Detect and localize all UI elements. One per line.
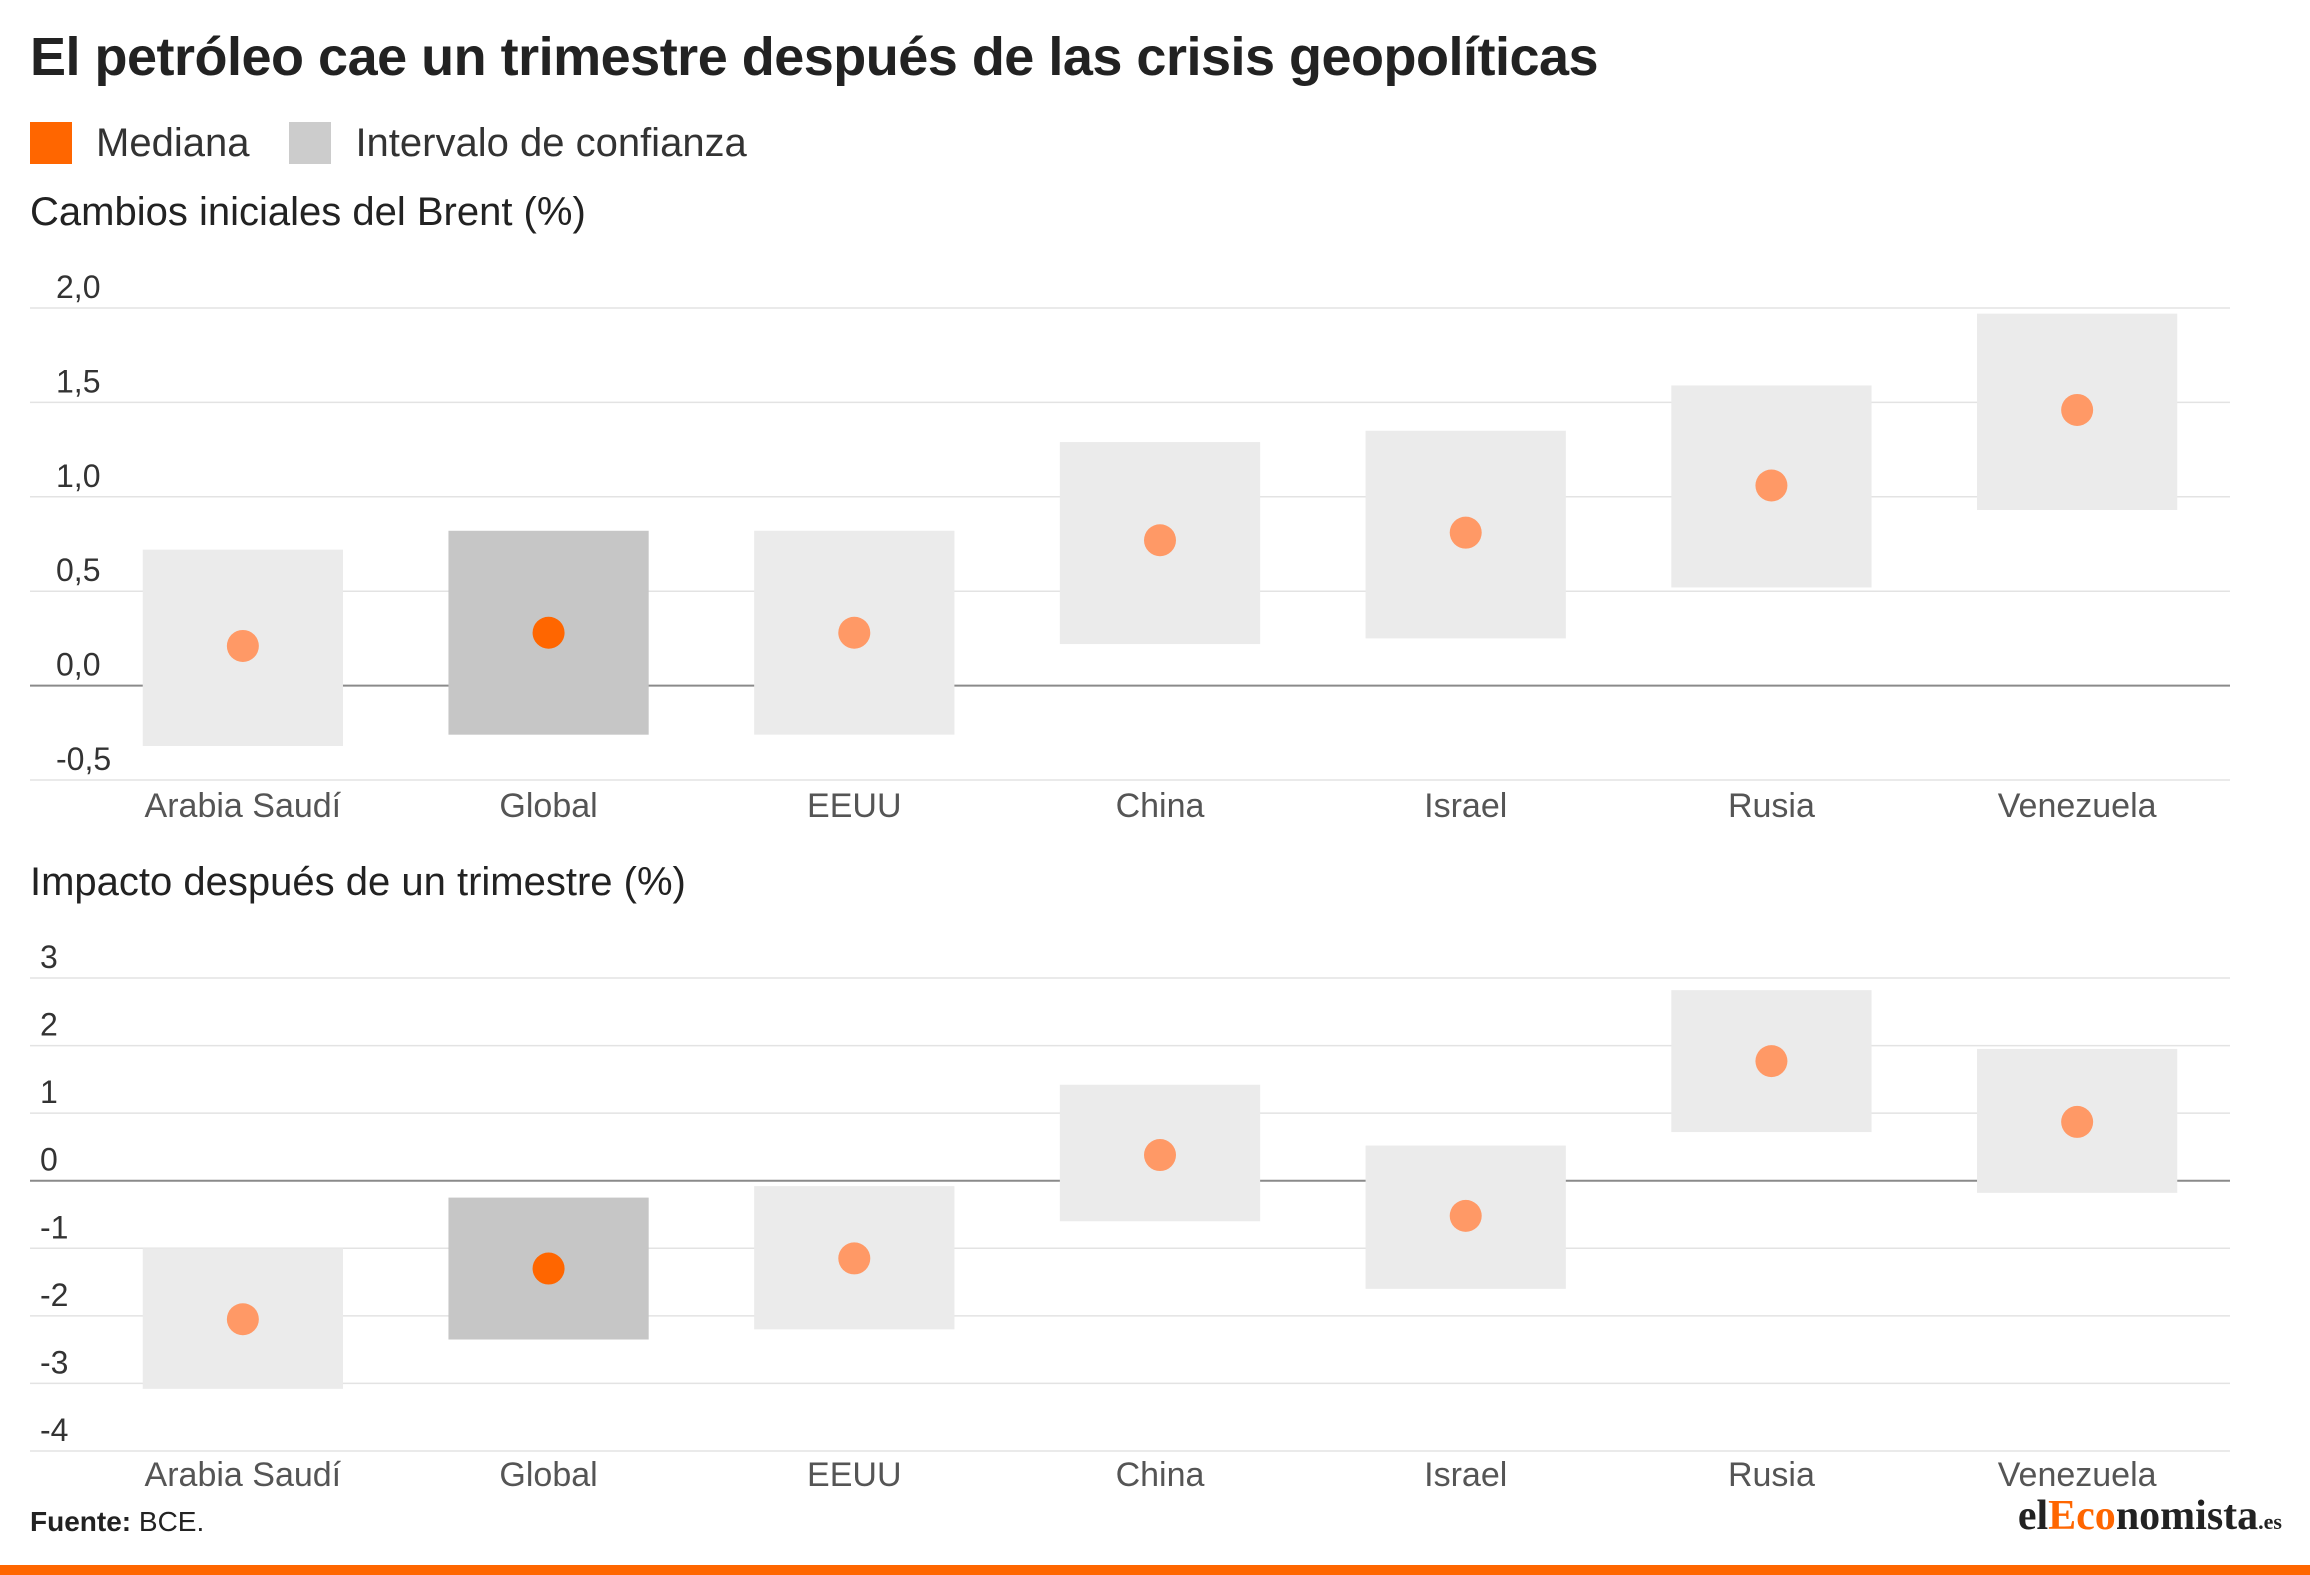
- y-tick-label: 1,5: [56, 363, 100, 399]
- y-tick-label: -0,5: [56, 741, 111, 777]
- x-category-label: Venezuela: [1998, 1456, 2157, 1494]
- panel-1-plot: 2,0 1,5 1,0 0,5 0,0 -0,5 Arabia Saudí Global EEU…: [30, 269, 2230, 825]
- y-tick-label: 3: [40, 939, 58, 975]
- median-point: [2061, 1105, 2094, 1138]
- chart-title: El petróleo cae un trimestre después de …: [30, 27, 1599, 87]
- median-point: [838, 616, 871, 649]
- y-tick-label: -1: [40, 1209, 68, 1245]
- x-category-label: Rusia: [1728, 1456, 1815, 1494]
- median-point: [1144, 1139, 1176, 1172]
- x-category-label: EEUU: [807, 1456, 901, 1494]
- legend-label-interval: Intervalo de confianza: [355, 120, 747, 165]
- x-category-label: Global: [499, 1456, 597, 1494]
- y-tick-label: 2,0: [56, 269, 100, 305]
- median-point: [1755, 1045, 1788, 1078]
- median-point: [1755, 469, 1788, 502]
- x-category-label: EEUU: [807, 787, 901, 825]
- median-point: [2061, 393, 2094, 426]
- x-category-label: Israel: [1424, 1456, 1507, 1494]
- x-category-label: Global: [499, 787, 597, 825]
- y-tick-label: 2: [40, 1007, 58, 1043]
- median-point: [226, 629, 259, 662]
- brand-logo: elEconomista.es: [2018, 1492, 2282, 1540]
- x-category-label: Arabia Saudí: [145, 1456, 342, 1494]
- legend-label-median: Mediana: [96, 120, 250, 165]
- legend: Mediana Intervalo de confianza: [30, 118, 787, 168]
- x-category-label: China: [1116, 1456, 1205, 1494]
- source-note: Fuente: BCE.: [30, 1506, 204, 1538]
- bottom-accent-bar: [0, 1565, 2310, 1575]
- median-point: [1144, 524, 1176, 557]
- median-point: [532, 616, 565, 649]
- y-tick-label: -3: [40, 1344, 68, 1380]
- y-tick-label: 1,0: [56, 458, 100, 494]
- median-point: [532, 1252, 565, 1285]
- y-tick-label: 0,5: [56, 552, 100, 588]
- source-text: BCE.: [138, 1506, 205, 1537]
- legend-swatch-median: [30, 122, 72, 164]
- median-point: [838, 1242, 871, 1275]
- brand-logo-post: nomista: [2115, 1493, 2259, 1539]
- median-point: [1449, 1199, 1482, 1232]
- brand-logo-pre: el: [2017, 1493, 2049, 1539]
- panel-1-title: Cambios iniciales del Brent (%): [30, 190, 586, 234]
- median-point: [1449, 516, 1482, 549]
- legend-swatch-interval: [289, 122, 332, 164]
- y-tick-label: 0,0: [56, 647, 100, 683]
- y-tick-label: 1: [40, 1074, 58, 1110]
- x-category-label: Arabia Saudí: [145, 787, 342, 825]
- source-label: Fuente:: [30, 1506, 132, 1537]
- panel-2-plot: 3 2 1 0 -1 -2 -3 -4 Arabia Saudí Global EEUU China I…: [30, 939, 2230, 1494]
- y-tick-label: -4: [40, 1412, 68, 1448]
- y-tick-label: -2: [40, 1277, 68, 1313]
- y-tick-label: 0: [40, 1142, 58, 1178]
- x-category-label: Rusia: [1728, 787, 1815, 825]
- panel-2-title: Impacto después de un trimestre (%): [30, 860, 686, 904]
- x-category-label: China: [1116, 787, 1205, 825]
- x-category-label: Israel: [1424, 787, 1507, 825]
- brand-logo-accent: Eco: [2048, 1493, 2116, 1539]
- x-category-label: Venezuela: [1998, 787, 2157, 825]
- median-point: [226, 1303, 259, 1336]
- brand-logo-suffix: .es: [2258, 1509, 2282, 1534]
